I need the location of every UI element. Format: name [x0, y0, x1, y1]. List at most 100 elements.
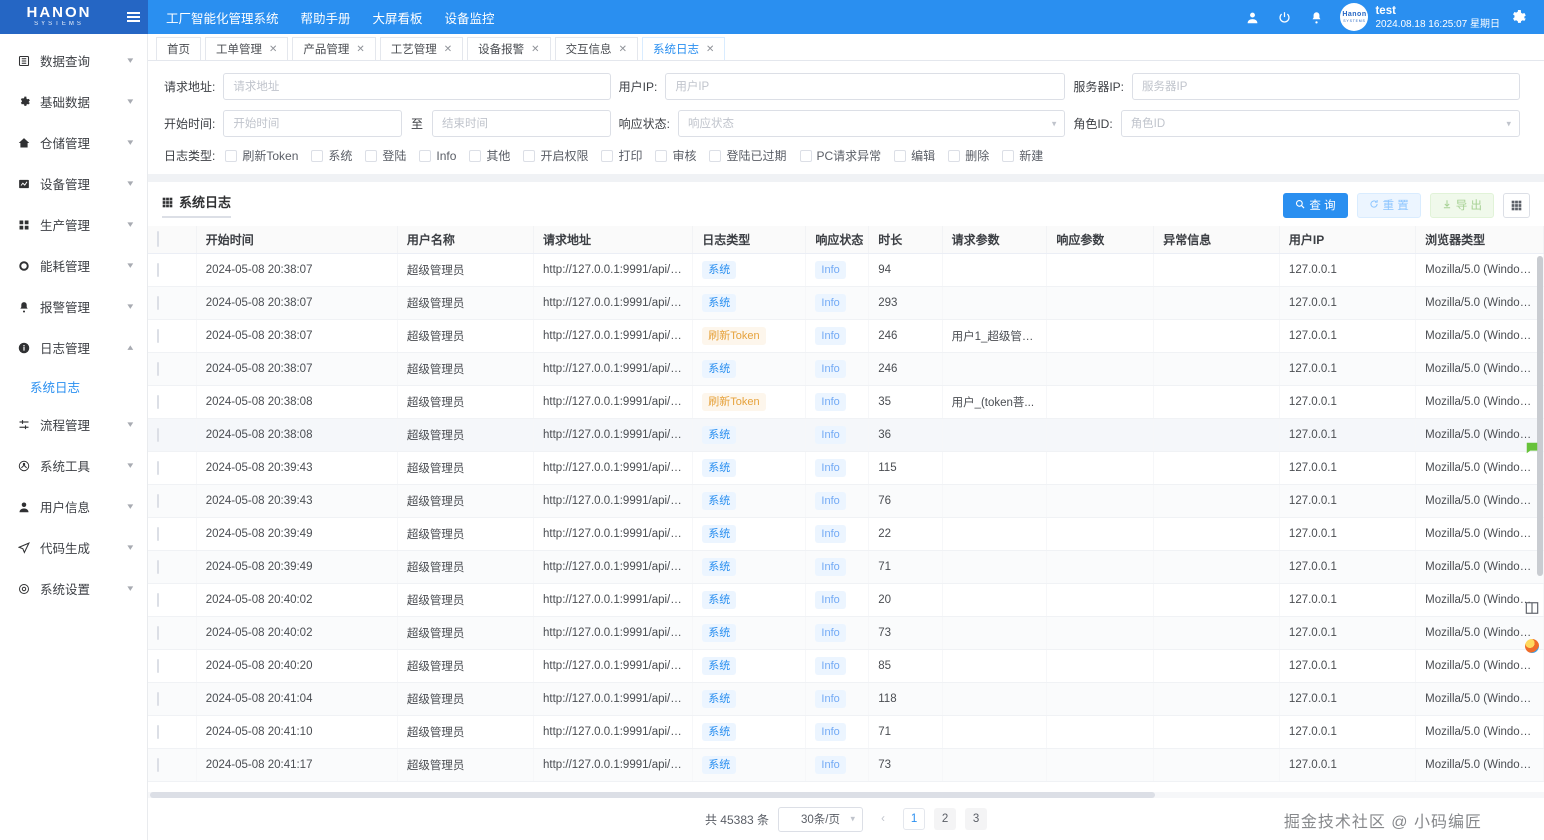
col-user-ip[interactable]: 用户IP	[1279, 226, 1417, 254]
table-row[interactable]: 2024-05-08 20:38:07 超级管理员 http://127.0.0.1…	[148, 352, 1544, 386]
row-checkbox[interactable]	[157, 625, 159, 640]
tab-work-order[interactable]: 工单管理 ✕	[205, 37, 289, 60]
pagination-page-1[interactable]: 1	[903, 808, 926, 830]
chat-bubble-icon[interactable]	[1524, 440, 1540, 456]
pagination-prev-button[interactable]: ‹	[881, 813, 885, 825]
table-row[interactable]: 2024-05-08 20:40:02 超级管理员 http://127.0.0.1…	[148, 616, 1544, 650]
col-browser-type[interactable]: 浏览器类型	[1415, 226, 1544, 254]
col-response-params[interactable]: 响应参数	[1046, 226, 1155, 254]
settings-gear-icon[interactable]	[1500, 0, 1534, 34]
checkbox-box[interactable]	[311, 149, 324, 162]
checkbox-info[interactable]: Info	[419, 149, 456, 163]
sidebar-item-user-info[interactable]: 用户信息 ▾	[0, 486, 147, 527]
row-checkbox[interactable]	[157, 394, 159, 409]
row-select-cell[interactable]	[148, 385, 197, 419]
row-checkbox[interactable]	[157, 427, 159, 442]
table-row[interactable]: 2024-05-08 20:38:07 超级管理员 http://127.0.0.1…	[148, 286, 1544, 320]
sidebar-item-system-log[interactable]: 系统日志	[0, 368, 147, 404]
row-select-cell[interactable]	[148, 253, 197, 287]
book-icon[interactable]	[1524, 600, 1540, 616]
response-status-select[interactable]	[678, 110, 1066, 137]
table-row[interactable]: 2024-05-08 20:39:43 超级管理员 http://127.0.0.1…	[148, 451, 1544, 485]
col-start-time[interactable]: 开始时间	[196, 226, 398, 254]
reset-button[interactable]: 重 置	[1356, 192, 1421, 218]
table-row[interactable]: 2024-05-08 20:40:20 超级管理员 http://127.0.0.1…	[148, 649, 1544, 683]
checkbox-box[interactable]	[948, 149, 961, 162]
table-row[interactable]: 2024-05-08 20:41:17 超级管理员 http://127.0.0.1…	[148, 748, 1544, 782]
row-select-cell[interactable]	[148, 319, 197, 353]
checkbox-box[interactable]	[655, 149, 668, 162]
checkbox-refresh-token[interactable]: 刷新Token	[225, 147, 298, 164]
row-select-cell[interactable]	[148, 583, 197, 617]
topnav-item-system-title[interactable]: 工厂智能化管理系统	[166, 11, 279, 26]
checkbox-delete[interactable]: 删除	[948, 147, 989, 164]
checkbox-login[interactable]: 登陆	[365, 147, 406, 164]
sidebar-item-code-generation[interactable]: 代码生成 ▾	[0, 527, 147, 568]
row-select-cell[interactable]	[148, 451, 197, 485]
tab-device-alarm[interactable]: 设备报警 ✕	[467, 37, 551, 60]
col-response-status[interactable]: 响应状态	[805, 226, 870, 254]
table-row[interactable]: 2024-05-08 20:38:07 超级管理员 http://127.0.0.1…	[148, 319, 1544, 353]
tab-system-log[interactable]: 系统日志 ✕	[641, 37, 726, 60]
row-select-cell[interactable]	[148, 616, 197, 650]
row-checkbox[interactable]	[157, 757, 159, 772]
checkbox-box[interactable]	[601, 149, 614, 162]
checkbox-print[interactable]: 打印	[601, 147, 642, 164]
sidebar-item-system-tools[interactable]: 系统工具 ▾	[0, 445, 147, 486]
checkbox-system[interactable]: 系统	[311, 147, 352, 164]
checkbox-box[interactable]	[894, 149, 907, 162]
checkbox-create[interactable]: 新建	[1002, 147, 1043, 164]
menu-collapse-icon[interactable]	[118, 0, 148, 34]
row-select-cell[interactable]	[148, 517, 197, 551]
bell-icon[interactable]	[1300, 0, 1332, 34]
col-request-url[interactable]: 请求地址	[533, 226, 694, 254]
table-row[interactable]: 2024-05-08 20:39:49 超级管理员 http://127.0.0.1…	[148, 517, 1544, 551]
user-icon[interactable]	[1236, 0, 1268, 34]
row-select-cell[interactable]	[148, 715, 197, 749]
row-checkbox[interactable]	[157, 724, 159, 739]
row-select-cell[interactable]	[148, 682, 197, 716]
topnav-item-help[interactable]: 帮助手册	[300, 11, 351, 26]
checkbox-box[interactable]	[523, 149, 536, 162]
checkbox-box[interactable]	[1002, 149, 1015, 162]
close-icon[interactable]: ✕	[618, 43, 627, 55]
checkbox-box[interactable]	[709, 149, 722, 162]
checkbox-audit[interactable]: 审核	[655, 147, 696, 164]
tab-product[interactable]: 产品管理 ✕	[292, 37, 376, 60]
row-select-cell[interactable]	[148, 649, 197, 683]
vertical-scrollbar[interactable]	[1537, 256, 1543, 790]
table-row[interactable]: 2024-05-08 20:38:08 超级管理员 http://127.0.0.1…	[148, 418, 1544, 452]
checkbox-pc-request-error[interactable]: PC请求异常	[799, 147, 881, 164]
row-checkbox[interactable]	[157, 262, 159, 277]
pagination-page-3[interactable]: 3	[965, 808, 988, 830]
column-settings-icon[interactable]	[1503, 192, 1530, 218]
start-time-input[interactable]	[223, 110, 402, 137]
row-checkbox[interactable]	[157, 658, 159, 673]
sidebar-item-basic-data[interactable]: 基础数据 ▾	[0, 81, 147, 122]
sidebar-item-production[interactable]: 生产管理 ▾	[0, 204, 147, 245]
checkbox-edit[interactable]: 编辑	[894, 147, 935, 164]
topnav-item-dashboard[interactable]: 大屏看板	[372, 11, 423, 26]
col-request-params[interactable]: 请求参数	[942, 226, 1048, 254]
row-checkbox[interactable]	[157, 328, 159, 343]
user-ip-input[interactable]	[665, 73, 1066, 100]
checkbox-other[interactable]: 其他	[469, 147, 510, 164]
table-row[interactable]: 2024-05-08 20:41:04 超级管理员 http://127.0.0.1…	[148, 682, 1544, 716]
checkbox-box[interactable]	[799, 149, 812, 162]
table-row[interactable]: 2024-05-08 20:41:10 超级管理员 http://127.0.0.1…	[148, 715, 1544, 749]
row-select-cell[interactable]	[148, 550, 197, 584]
pagination-page-2[interactable]: 2	[934, 808, 957, 830]
close-icon[interactable]: ✕	[443, 43, 453, 55]
table-row[interactable]: 2024-05-08 20:39:49 超级管理员 http://127.0.0.1…	[148, 550, 1544, 584]
search-button[interactable]: 查 询	[1283, 192, 1348, 218]
row-checkbox[interactable]	[157, 526, 159, 541]
sidebar-item-system-settings[interactable]: 系统设置 ▾	[0, 568, 147, 609]
checkbox-box[interactable]	[365, 149, 378, 162]
page-size-select[interactable]: 30条/页 ▾	[778, 806, 864, 832]
table-row[interactable]: 2024-05-08 20:38:08 超级管理员 http://127.0.0.1…	[148, 385, 1544, 419]
topnav-item-device-monitor[interactable]: 设备监控	[444, 11, 495, 26]
checkbox-box[interactable]	[419, 149, 432, 162]
export-button[interactable]: 导 出	[1429, 192, 1494, 218]
table-row[interactable]: 2024-05-08 20:40:02 超级管理员 http://127.0.0.1…	[148, 583, 1544, 617]
row-select-cell[interactable]	[148, 748, 197, 782]
